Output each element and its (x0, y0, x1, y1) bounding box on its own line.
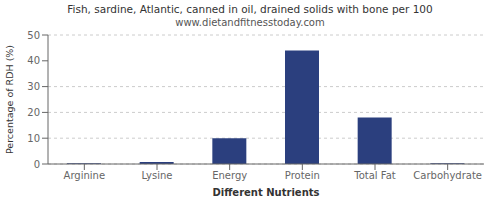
html-text:Fish, sardine, Atlantic, canne: Fish, sardine, Atlantic, canned in oil, … (67, 3, 433, 15)
svg-text:30: 30 (27, 81, 40, 92)
svg-text:0: 0 (34, 159, 40, 170)
svg-text:50: 50 (27, 30, 40, 41)
svg-text:Protein: Protein (285, 170, 320, 181)
svg-text:Lysine: Lysine (141, 170, 172, 181)
svg-text:Percentage of RDH (%): Percentage of RDH (%) (8, 45, 15, 154)
svg-text:Energy: Energy (212, 170, 247, 181)
svg-text:Carbohydrate: Carbohydrate (413, 170, 482, 181)
html-text:www.dietandfitnesstoday.com: www.dietandfitnesstoday.com (175, 17, 325, 28)
svg-text:10: 10 (27, 133, 40, 144)
svg-text:Arginine: Arginine (64, 170, 106, 181)
svg-text:20: 20 (27, 107, 40, 118)
svg-text:Total Fat: Total Fat (353, 170, 395, 181)
svg-text:40: 40 (27, 55, 40, 66)
svg-text:Different Nutrients: Different Nutrients (213, 187, 320, 198)
